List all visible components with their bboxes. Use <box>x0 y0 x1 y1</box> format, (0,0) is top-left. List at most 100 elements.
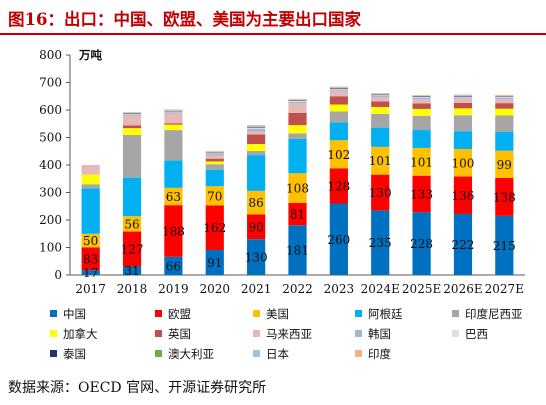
data-label: 99 <box>497 158 512 172</box>
bar-segment <box>288 101 307 104</box>
y-tick-label: 500 <box>39 131 62 145</box>
bar-segment <box>329 89 348 91</box>
data-label: 127 <box>121 243 144 257</box>
bar-segment <box>412 95 431 96</box>
bar-segment <box>81 233 100 248</box>
bar-segment <box>495 115 514 132</box>
bar-segment <box>205 158 224 162</box>
legend-swatch <box>355 330 362 337</box>
y-tick-label: 100 <box>39 241 62 255</box>
bar-segment <box>164 124 183 131</box>
bar-segment <box>371 94 390 95</box>
bar-segment <box>122 112 142 114</box>
bar-segment <box>329 87 348 88</box>
data-label: 100 <box>452 156 475 170</box>
bar-segment <box>412 212 431 275</box>
bar-segment <box>164 160 183 188</box>
bar-segment <box>205 151 224 153</box>
bar-segment <box>329 88 348 90</box>
bar-segment <box>371 93 390 95</box>
data-label: 235 <box>369 236 392 250</box>
bar-segment <box>495 97 514 99</box>
bar-segment <box>371 127 390 147</box>
bar-segment <box>453 95 473 96</box>
data-label: 101 <box>410 155 433 169</box>
legend-label: 美国 <box>266 307 289 321</box>
bar-segment <box>122 128 142 136</box>
data-label: 136 <box>452 189 475 203</box>
y-tick-label: 200 <box>39 213 62 227</box>
legend-swatch <box>355 350 362 357</box>
bar-segment <box>371 97 390 102</box>
data-label: 70 <box>207 189 222 203</box>
bar-segment <box>329 122 348 141</box>
data-label: 31 <box>124 264 139 278</box>
bar-segment <box>247 131 266 135</box>
bar-segment <box>247 155 266 191</box>
bar-segment <box>205 186 224 206</box>
x-tick-label: 2025E <box>402 282 441 296</box>
bar-segment <box>495 132 514 151</box>
bar-segment <box>164 123 183 125</box>
data-label: 133 <box>410 188 433 202</box>
bar-segment <box>453 213 473 275</box>
data-label: 83 <box>83 252 98 266</box>
bar-segment <box>329 168 348 204</box>
bar-segment <box>164 256 183 275</box>
bar-segment <box>329 96 348 105</box>
bar-segment <box>412 103 431 109</box>
bar-segment <box>329 203 348 275</box>
bar-segment <box>371 95 390 98</box>
bar-segment <box>288 202 307 226</box>
y-tick-label: 300 <box>39 186 62 200</box>
title-rule <box>0 33 546 35</box>
bar-segment <box>205 249 224 275</box>
bar-segment <box>288 99 307 101</box>
bar-segment <box>122 177 142 217</box>
bar-segment <box>371 210 390 275</box>
data-label: 56 <box>124 217 139 231</box>
bar-segment <box>329 88 348 89</box>
legend-label: 欧盟 <box>168 307 191 321</box>
bar-segment <box>205 152 224 153</box>
bar-segment <box>371 95 390 96</box>
legend-swatch <box>253 330 260 337</box>
legend-swatch <box>155 330 162 337</box>
data-label: 222 <box>452 238 475 252</box>
x-tick-label: 2020 <box>199 282 230 296</box>
legend-swatch <box>155 350 162 357</box>
bar-segment <box>412 97 431 98</box>
bar-segment <box>81 247 100 271</box>
x-tick-label: 2026E <box>443 282 482 296</box>
bar-segment <box>122 216 142 232</box>
legend-swatch <box>253 350 260 357</box>
bar-segment <box>247 144 266 151</box>
y-tick-label: 700 <box>39 76 62 90</box>
bar-segment <box>247 127 266 128</box>
bar-segment <box>453 94 473 96</box>
bar-segment <box>164 205 183 257</box>
bar-segment <box>412 115 431 131</box>
legend-swatch <box>355 310 362 317</box>
bar-segment <box>495 177 514 216</box>
x-tick-label: 2021 <box>241 282 272 296</box>
bar-segment <box>329 140 348 169</box>
bar-segment <box>453 97 473 99</box>
bar-segment <box>288 138 307 174</box>
bar-segment <box>122 113 142 115</box>
bar-segment <box>453 115 473 132</box>
bar-segment <box>164 112 183 114</box>
bar-segment <box>371 94 390 96</box>
bar-segment <box>247 190 266 215</box>
bar-segment <box>495 96 514 98</box>
data-label: 215 <box>493 239 516 253</box>
bar-segment <box>81 165 100 175</box>
bar-segment <box>453 102 473 109</box>
y-tick-label: 400 <box>39 158 62 172</box>
x-tick-label: 2027E <box>485 282 524 296</box>
bar-segment <box>205 205 224 250</box>
bar-segment <box>247 214 266 240</box>
bar-segment <box>288 103 307 113</box>
legend-label: 马来西亚 <box>266 327 312 341</box>
bar-segment <box>122 114 142 116</box>
